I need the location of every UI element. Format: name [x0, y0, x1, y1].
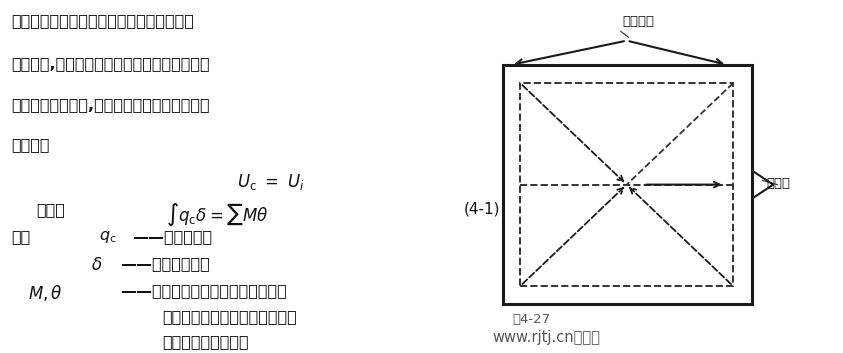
- Text: $\delta$: $\delta$: [91, 256, 102, 274]
- Text: $U_{\rm c}\ =\ U_i$: $U_{\rm c}\ =\ U_i$: [237, 172, 305, 192]
- Text: $M,\theta$: $M,\theta$: [28, 283, 62, 303]
- Text: 小节板: 小节板: [766, 177, 791, 190]
- Text: $q_{\rm c}$: $q_{\rm c}$: [99, 229, 116, 245]
- Text: 及该塑性铰线所连结的一对小节: 及该塑性铰线所连结的一对小节: [162, 310, 297, 324]
- Text: (4-1): (4-1): [464, 201, 500, 216]
- Text: 图4-27: 图4-27: [512, 313, 550, 326]
- Text: 式中: 式中: [11, 229, 30, 244]
- Text: 性铰体系,可按虚功原理求其极限承载力。即在: 性铰体系,可按虚功原理求其极限承载力。即在: [11, 56, 210, 71]
- Text: 做的功：: 做的功：: [11, 137, 50, 152]
- Text: ——均布荷载；: ——均布荷载；: [132, 229, 212, 244]
- Text: www.rjtj.cn软荨网: www.rjtj.cn软荨网: [492, 330, 600, 345]
- Text: ——板的虚位移；: ——板的虚位移；: [120, 256, 210, 271]
- Text: ——分别为各塑性铰线上的总内力矩: ——分别为各塑性铰线上的总内力矩: [120, 283, 287, 298]
- Text: 板之间的虚角变位。: 板之间的虚角变位。: [162, 335, 249, 349]
- Text: 任一微小虚位移下,外力所做的功恒等于内力所: 任一微小虚位移下,外力所做的功恒等于内力所: [11, 97, 210, 112]
- Text: 亦即：: 亦即：: [36, 202, 65, 217]
- Text: $\int q_{\rm c}\delta = \sum M\theta$: $\int q_{\rm c}\delta = \sum M\theta$: [166, 201, 268, 228]
- Text: （四）根据板在极限荷载作用下所形成的塑: （四）根据板在极限荷载作用下所形成的塑: [11, 13, 194, 28]
- Text: 塑性铰线: 塑性铰线: [622, 14, 654, 28]
